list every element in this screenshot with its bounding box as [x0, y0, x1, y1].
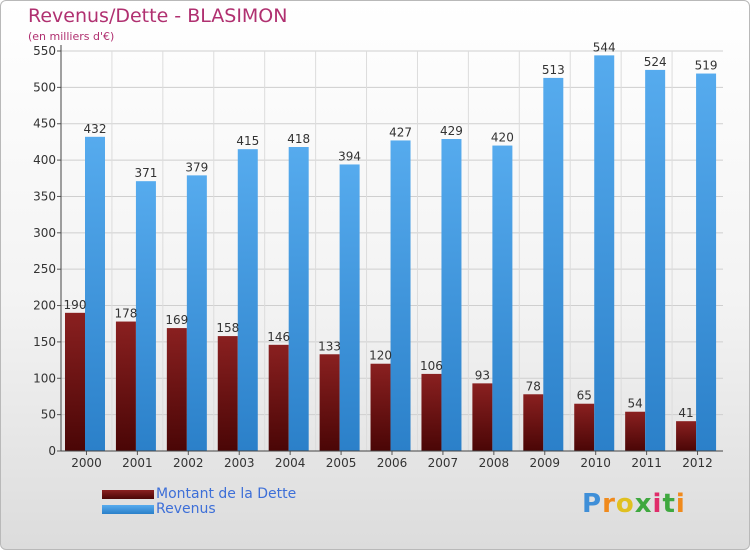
- bar-dette: [217, 336, 238, 451]
- legend-label-dette: Montant de la Dette: [156, 486, 297, 502]
- y-tick-label: 0: [48, 444, 56, 458]
- data-label-dette: 146: [267, 330, 290, 344]
- data-label-revenus: 524: [644, 55, 667, 69]
- x-tick-label: 2010: [580, 456, 611, 470]
- legend-item-revenus: Revenus: [102, 501, 216, 517]
- bar-revenus: [645, 69, 666, 451]
- data-label-revenus: 544: [593, 40, 616, 54]
- bar-revenus: [237, 149, 258, 451]
- logo-letter: i: [675, 489, 686, 519]
- legend-swatch-dette: [102, 489, 154, 499]
- data-label-dette: 169: [165, 313, 188, 327]
- bar-dette: [166, 328, 187, 451]
- bar-dette: [65, 312, 85, 451]
- data-label-revenus: 519: [695, 59, 718, 73]
- data-label-revenus: 415: [236, 134, 259, 148]
- data-label-revenus: 420: [491, 131, 514, 145]
- bar-dette: [574, 403, 595, 451]
- bar-revenus: [135, 181, 156, 451]
- x-tick-label: 2007: [428, 456, 459, 470]
- data-label-revenus: 418: [287, 132, 310, 146]
- data-label-revenus: 379: [185, 160, 208, 174]
- proxiti-logo: Proxiti: [582, 489, 686, 519]
- y-tick-label: 300: [33, 226, 56, 240]
- legend-label-revenus: Revenus: [156, 501, 216, 517]
- data-label-dette: 41: [678, 406, 693, 420]
- y-tick-label: 250: [33, 262, 56, 276]
- x-tick-label: 2004: [275, 456, 306, 470]
- bar-dette: [268, 344, 289, 451]
- data-label-revenus: 427: [389, 125, 412, 139]
- data-label-dette: 106: [420, 359, 443, 373]
- bar-revenus: [288, 147, 309, 451]
- data-label-dette: 120: [369, 349, 392, 363]
- x-tick-label: 2001: [122, 456, 153, 470]
- chart-subtitle: (en milliers d'€): [28, 30, 115, 43]
- x-tick-label: 2005: [326, 456, 357, 470]
- bar-layer: [65, 55, 717, 452]
- y-tick-label: 400: [33, 153, 56, 167]
- bar-revenus: [390, 140, 411, 452]
- x-tick-label: 2012: [682, 456, 713, 470]
- bar-revenus: [543, 77, 564, 451]
- data-label-dette: 178: [114, 307, 137, 321]
- bar-revenus: [492, 145, 513, 451]
- y-tick-label: 550: [33, 44, 56, 58]
- bar-dette: [676, 421, 697, 451]
- bar-revenus: [186, 175, 207, 451]
- bar-revenus: [696, 73, 717, 451]
- logo-letter: o: [615, 489, 635, 519]
- y-tick-label: 100: [33, 371, 56, 385]
- bar-revenus: [85, 136, 105, 451]
- x-tick-label: 2008: [479, 456, 510, 470]
- y-tick-label: 500: [33, 80, 56, 94]
- y-tick-label: 350: [33, 189, 56, 203]
- data-label-revenus: 429: [440, 124, 463, 138]
- logo-letter: P: [582, 489, 603, 519]
- axis-layer: 0 50 100 150 200 250 300 350 400 450 500 550 2000 200…: [33, 44, 723, 470]
- logo-letter: r: [602, 489, 616, 519]
- data-label-dette: 54: [628, 397, 643, 411]
- x-tick-label: 2002: [173, 456, 204, 470]
- x-tick-label: 2003: [224, 456, 255, 470]
- logo-letter: x: [634, 489, 653, 519]
- data-label-dette: 93: [475, 368, 490, 382]
- bar-dette: [115, 321, 136, 451]
- data-label-revenus: 371: [134, 166, 157, 180]
- data-label-revenus: 394: [338, 149, 361, 163]
- y-tick-label: 450: [33, 117, 56, 131]
- bar-dette: [472, 383, 493, 451]
- label-layer: 190 432 178 371 169 379 158 415 146 418 133 394 120 4…: [64, 40, 718, 420]
- bar-dette: [625, 411, 646, 451]
- bar-dette: [421, 373, 442, 451]
- bar-dette: [523, 394, 544, 451]
- y-tick-label: 50: [41, 408, 56, 422]
- y-tick-label: 200: [33, 299, 56, 313]
- x-tick-label: 2009: [529, 456, 560, 470]
- legend-item-dette: Montant de la Dette: [102, 486, 297, 502]
- bar-dette: [370, 363, 391, 451]
- logo-letter: i: [652, 489, 663, 519]
- x-tick-label: 2000: [71, 456, 102, 470]
- y-tick-label: 150: [33, 335, 56, 349]
- data-label-revenus: 513: [542, 63, 565, 77]
- x-tick-label: 2011: [631, 456, 662, 470]
- data-label-dette: 78: [526, 379, 541, 393]
- data-label-dette: 65: [577, 389, 592, 403]
- bar-revenus: [339, 164, 360, 452]
- bar-dette: [319, 354, 340, 451]
- x-tick-label: 2006: [377, 456, 408, 470]
- legend-swatch-revenus: [102, 504, 154, 514]
- chart-title: Revenus/Dette - BLASIMON: [28, 5, 288, 27]
- data-label-dette: 158: [216, 321, 239, 335]
- bar-revenus: [441, 139, 462, 451]
- bar-revenus: [594, 55, 615, 451]
- data-label-revenus: 432: [84, 122, 107, 136]
- data-label-dette: 190: [64, 298, 87, 312]
- logo-letter: t: [662, 489, 676, 519]
- data-label-dette: 133: [318, 339, 341, 353]
